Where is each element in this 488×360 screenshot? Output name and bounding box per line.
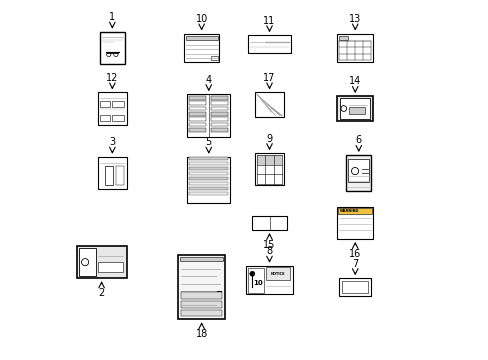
Text: 15: 15 xyxy=(263,240,275,249)
FancyBboxPatch shape xyxy=(181,292,222,298)
FancyBboxPatch shape xyxy=(246,266,292,294)
FancyBboxPatch shape xyxy=(112,114,124,121)
FancyBboxPatch shape xyxy=(251,216,287,230)
FancyBboxPatch shape xyxy=(189,128,206,132)
FancyBboxPatch shape xyxy=(98,93,126,125)
FancyBboxPatch shape xyxy=(189,102,206,105)
Text: 6: 6 xyxy=(355,135,361,145)
FancyBboxPatch shape xyxy=(337,207,372,239)
Circle shape xyxy=(249,271,254,276)
FancyBboxPatch shape xyxy=(346,155,370,191)
Text: 3: 3 xyxy=(109,137,115,147)
Text: 1: 1 xyxy=(109,12,115,22)
FancyBboxPatch shape xyxy=(178,255,224,319)
Text: 8: 8 xyxy=(266,246,272,256)
FancyBboxPatch shape xyxy=(189,182,228,185)
FancyBboxPatch shape xyxy=(98,157,126,189)
Text: 9: 9 xyxy=(266,134,272,144)
Text: 16: 16 xyxy=(348,249,361,258)
FancyBboxPatch shape xyxy=(210,123,227,126)
Text: 13: 13 xyxy=(348,14,361,24)
Text: WARNING: WARNING xyxy=(340,209,359,213)
FancyBboxPatch shape xyxy=(348,107,364,113)
FancyBboxPatch shape xyxy=(189,177,228,180)
FancyBboxPatch shape xyxy=(100,32,124,64)
FancyBboxPatch shape xyxy=(339,278,370,296)
FancyBboxPatch shape xyxy=(181,292,222,297)
Text: 4: 4 xyxy=(205,75,211,85)
FancyBboxPatch shape xyxy=(181,310,222,316)
FancyBboxPatch shape xyxy=(116,166,123,185)
FancyBboxPatch shape xyxy=(339,36,347,40)
FancyBboxPatch shape xyxy=(189,167,228,170)
FancyBboxPatch shape xyxy=(210,112,227,116)
FancyBboxPatch shape xyxy=(255,153,283,185)
FancyBboxPatch shape xyxy=(189,123,206,126)
FancyBboxPatch shape xyxy=(340,98,369,119)
FancyBboxPatch shape xyxy=(187,94,230,137)
FancyBboxPatch shape xyxy=(187,157,230,203)
Text: 10: 10 xyxy=(195,14,207,24)
FancyBboxPatch shape xyxy=(189,162,228,165)
FancyBboxPatch shape xyxy=(183,33,219,62)
FancyBboxPatch shape xyxy=(341,281,367,293)
Text: 5: 5 xyxy=(205,137,211,147)
FancyBboxPatch shape xyxy=(79,248,96,276)
Text: 10: 10 xyxy=(252,280,262,286)
FancyBboxPatch shape xyxy=(189,107,206,111)
FancyBboxPatch shape xyxy=(180,257,223,261)
FancyBboxPatch shape xyxy=(98,262,122,272)
FancyBboxPatch shape xyxy=(210,102,227,105)
FancyBboxPatch shape xyxy=(189,157,228,160)
Text: 2: 2 xyxy=(98,288,104,298)
Text: 12: 12 xyxy=(106,73,118,83)
FancyBboxPatch shape xyxy=(189,172,228,175)
FancyBboxPatch shape xyxy=(77,246,126,278)
FancyBboxPatch shape xyxy=(265,267,289,280)
FancyBboxPatch shape xyxy=(189,192,228,195)
FancyBboxPatch shape xyxy=(189,112,206,116)
FancyBboxPatch shape xyxy=(210,117,227,121)
FancyBboxPatch shape xyxy=(337,33,372,62)
FancyBboxPatch shape xyxy=(185,36,217,40)
FancyBboxPatch shape xyxy=(105,166,113,185)
FancyBboxPatch shape xyxy=(348,158,368,182)
FancyBboxPatch shape xyxy=(337,96,372,121)
FancyBboxPatch shape xyxy=(100,100,110,107)
FancyBboxPatch shape xyxy=(210,128,227,132)
FancyBboxPatch shape xyxy=(112,100,124,107)
FancyBboxPatch shape xyxy=(181,301,222,307)
Text: 17: 17 xyxy=(263,73,275,83)
FancyBboxPatch shape xyxy=(247,267,264,293)
FancyBboxPatch shape xyxy=(100,114,110,121)
Text: NOTICE: NOTICE xyxy=(270,272,285,276)
FancyBboxPatch shape xyxy=(189,187,228,190)
FancyBboxPatch shape xyxy=(210,96,227,100)
FancyBboxPatch shape xyxy=(210,56,217,60)
Text: 18: 18 xyxy=(195,329,207,339)
FancyBboxPatch shape xyxy=(257,155,282,165)
Text: 11: 11 xyxy=(263,16,275,26)
FancyBboxPatch shape xyxy=(189,96,206,100)
FancyBboxPatch shape xyxy=(255,93,283,117)
Text: 14: 14 xyxy=(348,76,361,86)
Text: 7: 7 xyxy=(351,258,358,269)
FancyBboxPatch shape xyxy=(189,117,206,121)
FancyBboxPatch shape xyxy=(210,107,227,111)
FancyBboxPatch shape xyxy=(247,35,290,53)
FancyBboxPatch shape xyxy=(338,208,371,214)
